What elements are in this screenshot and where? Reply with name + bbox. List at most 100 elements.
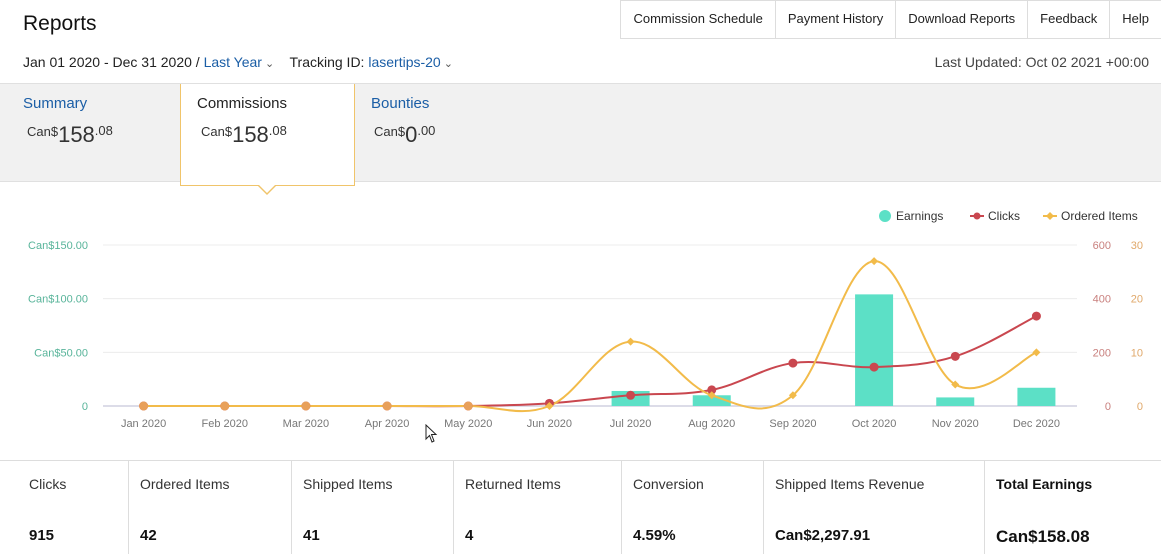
y-left-tick-label: Can$150.00: [28, 240, 88, 252]
tab-summary[interactable]: Summary Can$158.08: [0, 84, 180, 181]
stat-value: 41: [303, 527, 320, 544]
stat-value: 42: [140, 527, 157, 544]
report-tabs: Summary Can$158.08 Commissions Can$158.0…: [0, 83, 1161, 186]
earnings-bar: [855, 294, 894, 406]
y-right-items-tick-label: 0: [1137, 401, 1143, 413]
filter-bar: Jan 01 2020 - Dec 31 2020 / Last Year ⌄ T…: [23, 54, 453, 70]
help-button[interactable]: Help: [1109, 1, 1161, 38]
x-tick-label: Mar 2020: [283, 418, 329, 430]
earnings-bar: [1017, 387, 1056, 406]
commission-schedule-button[interactable]: Commission Schedule: [620, 1, 775, 38]
ordered-items-point: [870, 257, 879, 266]
feedback-button[interactable]: Feedback: [1027, 1, 1110, 38]
stat-label: Conversion: [633, 476, 704, 492]
stat-value: 4: [465, 527, 474, 544]
y-right-items-tick-label: 20: [1131, 294, 1143, 306]
x-tick-label: Oct 2020: [852, 418, 897, 430]
stat-label: Shipped Items Revenue: [775, 476, 925, 492]
clicks-point: [1031, 311, 1041, 321]
clicks-line: [143, 315, 1037, 408]
legend-label: Ordered Items: [1061, 209, 1138, 223]
tab-value: Can$158.08: [27, 122, 113, 147]
y-right-clicks-tick-label: 0: [1105, 401, 1111, 413]
tab-label[interactable]: Bounties: [371, 95, 430, 112]
x-tick-label: May 2020: [444, 418, 492, 430]
earnings-bar: [936, 397, 975, 406]
last-updated: Last Updated: Oct 02 2021 +00:00: [934, 54, 1149, 70]
x-tick-label: Apr 2020: [365, 418, 410, 430]
tab-label[interactable]: Commissions: [197, 95, 288, 112]
clicks-point: [707, 385, 717, 395]
clicks-point: [950, 351, 960, 361]
period-dropdown[interactable]: Last Year ⌄: [204, 54, 275, 70]
stat-shipped-revenue: Shipped Items Revenue Can$2,297.91: [763, 461, 985, 554]
tracking-id-dropdown[interactable]: lasertips-20 ⌄: [368, 54, 453, 70]
stat-value: Can$2,297.91: [775, 527, 871, 544]
earnings-bar: [692, 395, 731, 406]
mouse-cursor-icon: [425, 424, 438, 443]
earnings-chart: Can$150.00Can$100.00Can$50.0006004002000…: [28, 209, 1143, 430]
legend-label: Earnings: [896, 209, 943, 223]
page-title: Reports: [23, 12, 97, 35]
payment-history-button[interactable]: Payment History: [774, 1, 896, 38]
clicks-point: [788, 358, 798, 368]
stat-value: 4.59%: [633, 527, 676, 544]
x-tick-label: Jun 2020: [527, 418, 572, 430]
y-right-items-tick-label: 30: [1131, 240, 1143, 252]
legend-label: Clicks: [988, 209, 1020, 223]
legend-marker: [879, 210, 891, 222]
stat-value: Can$158.08: [996, 527, 1090, 546]
ordered-items-line: [143, 260, 1037, 413]
report-nav: Commission Schedule Payment History Down…: [620, 0, 1161, 39]
stat-label: Clicks: [29, 476, 67, 492]
zero-point: [139, 401, 149, 411]
active-tab-pointer-fill: [258, 184, 276, 193]
legend-marker: [1046, 212, 1054, 220]
ordered-items-point: [545, 402, 554, 410]
y-right-clicks-tick-label: 400: [1093, 294, 1111, 306]
ordered-items-point: [788, 391, 797, 400]
y-left-tick-label: Can$50.00: [34, 347, 88, 359]
x-tick-label: Dec 2020: [1013, 418, 1060, 430]
tab-value: Can$158.08: [201, 122, 287, 147]
zero-point: [463, 401, 473, 411]
zero-point: [301, 401, 311, 411]
stat-total-earnings: Total Earnings Can$158.08: [984, 461, 1160, 554]
tracking-label: Tracking ID:: [289, 54, 365, 70]
tab-commissions[interactable]: Commissions Can$158.08: [180, 84, 355, 186]
y-right-items-tick-label: 10: [1131, 347, 1143, 359]
ordered-items-point: [626, 337, 635, 346]
x-tick-label: Sep 2020: [769, 418, 816, 430]
ordered-items-point: [951, 380, 960, 389]
x-tick-label: Nov 2020: [932, 418, 979, 430]
y-left-tick-label: 0: [82, 401, 88, 413]
tab-label[interactable]: Summary: [23, 95, 88, 112]
x-tick-label: Aug 2020: [688, 418, 735, 430]
clicks-point: [626, 390, 636, 400]
zero-point: [382, 401, 392, 411]
stat-clicks: Clicks 915: [17, 461, 129, 554]
chevron-down-icon[interactable]: ⌄: [443, 58, 453, 70]
x-tick-label: Jul 2020: [610, 418, 652, 430]
clicks-point: [869, 362, 879, 372]
x-tick-label: Jan 2020: [121, 418, 166, 430]
ordered-items-point: [707, 391, 716, 400]
stat-label: Total Earnings: [996, 476, 1093, 492]
report-header: Reports Jan 01 2020 - Dec 31 2020 / Last…: [0, 0, 1161, 90]
zero-point: [220, 401, 230, 411]
date-range: Jan 01 2020 - Dec 31 2020 /: [23, 54, 200, 70]
tracking-id-value[interactable]: lasertips-20: [368, 54, 441, 70]
stat-returned-items: Returned Items 4: [453, 461, 622, 554]
stat-shipped-items: Shipped Items 41: [291, 461, 454, 554]
y-right-clicks-tick-label: 600: [1093, 240, 1111, 252]
y-right-clicks-tick-label: 200: [1093, 347, 1111, 359]
stat-value: 915: [29, 527, 55, 544]
stat-ordered-items: Ordered Items 42: [128, 461, 292, 554]
download-reports-button[interactable]: Download Reports: [895, 1, 1028, 38]
chevron-down-icon[interactable]: ⌄: [264, 58, 275, 70]
tab-bounties[interactable]: Bounties Can$0.00: [360, 84, 540, 181]
y-left-tick-label: Can$100.00: [28, 294, 88, 306]
tab-value: Can$0.00: [374, 122, 436, 147]
period-label[interactable]: Last Year: [203, 54, 262, 70]
x-tick-label: Feb 2020: [202, 418, 248, 430]
